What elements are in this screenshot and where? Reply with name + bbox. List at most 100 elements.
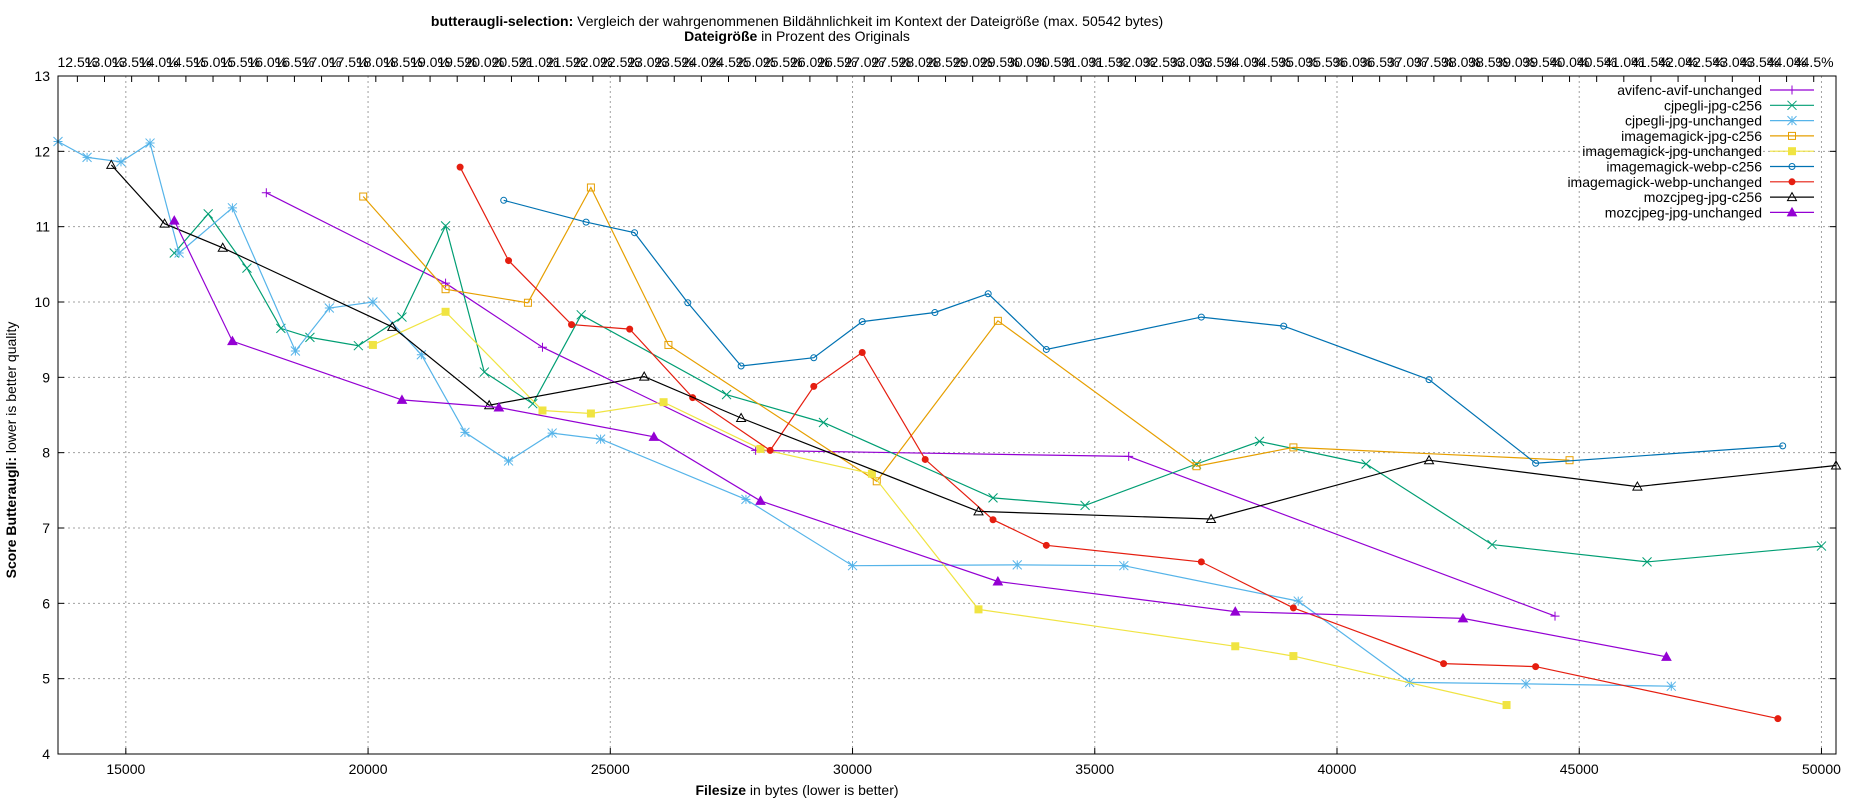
data-point-marker bbox=[626, 325, 634, 333]
data-point-marker bbox=[1289, 443, 1298, 452]
data-point-marker bbox=[1231, 642, 1240, 651]
top-tick-label: 32.0% bbox=[1116, 54, 1156, 70]
legend-label: imagemagick-jpg-c256 bbox=[1621, 128, 1762, 144]
top-tick-label: 24.0% bbox=[682, 54, 722, 70]
data-point-marker bbox=[441, 285, 450, 294]
legend-label: mozcjpeg-jpg-c256 bbox=[1644, 189, 1762, 205]
data-point-marker bbox=[1666, 681, 1677, 692]
data-point-marker bbox=[217, 242, 229, 252]
data-point-marker bbox=[756, 444, 765, 453]
data-point-marker bbox=[1293, 596, 1304, 606]
series-cjpegli-jpg-c256 bbox=[169, 209, 1827, 567]
data-point-marker bbox=[766, 446, 774, 454]
top-tick-label: 36.0% bbox=[1333, 54, 1373, 70]
chart-legend: avifenc-avif-unchangedcjpegli-jpg-c256cj… bbox=[1567, 82, 1814, 220]
top-tick-label: 36.5% bbox=[1360, 54, 1400, 70]
data-point-marker bbox=[1787, 115, 1797, 126]
top-tick-label: 41.5% bbox=[1631, 54, 1671, 70]
data-point-marker bbox=[538, 406, 547, 415]
data-point-marker bbox=[505, 257, 513, 265]
series-line bbox=[266, 192, 1556, 617]
plot-frame bbox=[57, 75, 1837, 755]
data-point-marker bbox=[527, 398, 538, 409]
y-tick-label: 6 bbox=[42, 595, 50, 611]
top-tick-label: 29.0% bbox=[953, 54, 993, 70]
data-point-marker bbox=[974, 605, 983, 614]
data-point-marker bbox=[664, 340, 673, 349]
data-point-marker bbox=[169, 248, 180, 258]
data-point-marker bbox=[1550, 611, 1560, 621]
data-point-marker bbox=[483, 399, 495, 410]
data-point-marker bbox=[993, 316, 1002, 325]
top-tick-label: 21.5% bbox=[546, 54, 586, 70]
x-axis-label: Filesize in bytes (lower is better) bbox=[695, 782, 898, 798]
top-tick-label: 33.0% bbox=[1170, 54, 1210, 70]
data-point-marker bbox=[105, 159, 117, 169]
data-point-marker bbox=[1289, 604, 1297, 612]
top-tick-label: 31.0% bbox=[1061, 54, 1101, 70]
data-point-marker bbox=[984, 290, 992, 298]
y-tick-label: 5 bbox=[42, 671, 50, 687]
data-point-marker bbox=[810, 354, 818, 362]
data-point-marker bbox=[1532, 459, 1540, 467]
top-tick-label: 42.5% bbox=[1685, 54, 1725, 70]
series-cjpegli-jpg-unchanged bbox=[53, 136, 1677, 692]
top-tick-label: 42.0% bbox=[1658, 54, 1698, 70]
data-point-marker bbox=[1012, 560, 1023, 570]
top-tick-label: 20.5% bbox=[492, 54, 532, 70]
x-tick-label: 20000 bbox=[349, 761, 388, 777]
top-axis-label-bold: Dateigröße bbox=[684, 28, 757, 44]
data-point-marker bbox=[1080, 500, 1090, 511]
top-tick-label: 13.5% bbox=[112, 54, 152, 70]
data-point-marker bbox=[493, 401, 505, 412]
top-tick-label: 25.0% bbox=[736, 54, 776, 70]
top-tick-label: 44.0% bbox=[1767, 54, 1807, 70]
data-point-marker bbox=[1774, 715, 1782, 723]
top-tick-label: 27.0% bbox=[844, 54, 884, 70]
data-point-marker bbox=[872, 477, 881, 486]
data-point-marker bbox=[537, 342, 547, 352]
y-tick-label: 4 bbox=[42, 746, 50, 762]
data-point-marker bbox=[396, 394, 408, 404]
series-mozcjpeg-jpg-unchanged bbox=[168, 215, 1672, 661]
data-point-marker bbox=[1254, 436, 1265, 447]
top-tick-label: 15.5% bbox=[220, 54, 260, 70]
y-axis-label-bold: Score Butteraugli: bbox=[3, 457, 19, 578]
top-tick-label: 21.0% bbox=[519, 54, 559, 70]
data-point-marker bbox=[1457, 612, 1469, 623]
data-point-marker bbox=[1229, 606, 1241, 616]
data-point-marker bbox=[441, 307, 450, 316]
data-point-marker bbox=[456, 163, 464, 171]
data-point-marker bbox=[586, 183, 595, 192]
x-tick-label: 50000 bbox=[1802, 761, 1841, 777]
data-point-marker bbox=[227, 202, 238, 213]
chart-title: butteraugli-selection: Vergleich der wah… bbox=[431, 13, 1163, 29]
legend-label: imagemagick-webp-unchanged bbox=[1567, 174, 1762, 190]
x-tick-label: 45000 bbox=[1560, 761, 1599, 777]
data-point-marker bbox=[1779, 442, 1787, 450]
data-point-marker bbox=[992, 575, 1004, 586]
top-tick-label: 20.0% bbox=[464, 54, 504, 70]
data-point-marker bbox=[989, 516, 997, 524]
series-line bbox=[173, 220, 1667, 658]
data-point-marker bbox=[921, 455, 929, 463]
y-tick-label: 8 bbox=[42, 445, 50, 461]
x-tick-label: 25000 bbox=[591, 761, 630, 777]
top-tick-label: 38.5% bbox=[1468, 54, 1508, 70]
top-tick-label: 40.5% bbox=[1577, 54, 1617, 70]
data-point-marker bbox=[397, 312, 407, 322]
data-point-marker bbox=[988, 493, 998, 503]
top-tick-label: 16.5% bbox=[275, 54, 315, 70]
data-point-marker bbox=[659, 398, 668, 407]
data-point-marker bbox=[638, 371, 650, 381]
data-point-marker bbox=[568, 321, 576, 329]
top-tick-label: 28.0% bbox=[899, 54, 939, 70]
y-tick-label: 11 bbox=[35, 219, 50, 235]
data-point-marker bbox=[1280, 322, 1288, 330]
series-line bbox=[362, 186, 1570, 483]
top-tick-label: 17.5% bbox=[329, 54, 369, 70]
data-point-marker bbox=[523, 298, 532, 307]
top-tick-label: 38.0% bbox=[1441, 54, 1481, 70]
data-point-marker bbox=[931, 309, 939, 317]
series-line bbox=[57, 140, 1672, 687]
